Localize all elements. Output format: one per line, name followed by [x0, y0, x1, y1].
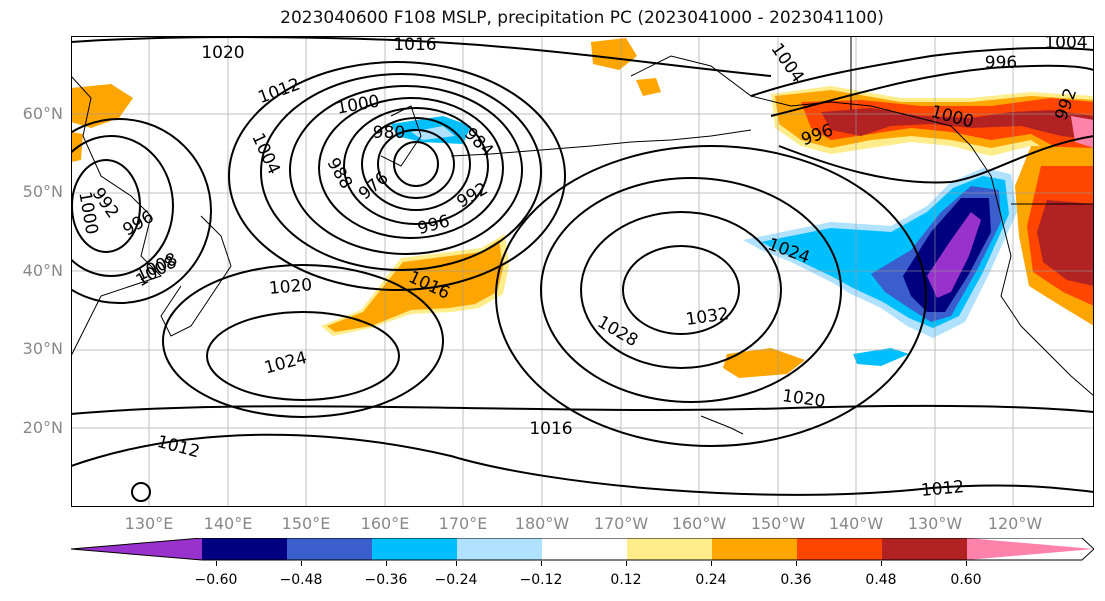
- lat-label: 30°N: [22, 339, 63, 358]
- contour-label: 988: [323, 154, 357, 192]
- contour-label: 1024: [262, 348, 309, 379]
- asia-coast: [71, 75, 162, 357]
- colorbar-segment: [967, 538, 1094, 560]
- colorbar-tick: [881, 561, 882, 566]
- colorbar-tick: [301, 561, 302, 566]
- colorbar-tick: [456, 561, 457, 566]
- precip-patch: [1037, 200, 1094, 286]
- colorbar-tick: [626, 561, 627, 566]
- colorbar-tick: [541, 561, 542, 566]
- colorbar-label: −0.48: [279, 572, 323, 588]
- precip-fills: [71, 38, 1094, 378]
- colorbar-label: 0.12: [610, 572, 642, 588]
- precip-patch: [636, 78, 661, 96]
- map-title: 2023040600 F108 MSLP, precipitation PC (…: [280, 8, 884, 28]
- map-canvas: 1020 1016 1004 1004 996 992 1012 1000 98…: [71, 36, 1094, 507]
- lon-label: 160°E: [360, 514, 410, 533]
- contour-label: 1020: [201, 43, 244, 63]
- contour-label: 1012: [920, 477, 965, 501]
- lon-label: 140°E: [203, 514, 253, 533]
- aleutian-chain: [450, 129, 752, 157]
- mslp-contours: [71, 36, 1094, 502]
- contour-label: 1004: [247, 130, 283, 178]
- colorbar-label: −0.12: [519, 572, 563, 588]
- colorbar-segment: [797, 538, 882, 560]
- colorbar-tick: [216, 561, 217, 566]
- contour-label: 996: [119, 207, 157, 241]
- colorbar-segment: [71, 538, 202, 560]
- lon-label: 150°W: [750, 514, 806, 533]
- colorbar-tick: [796, 561, 797, 566]
- contour-label: 976: [355, 168, 393, 204]
- colorbar-segment: [627, 538, 712, 560]
- colorbar-label: −0.60: [194, 572, 238, 588]
- contour-label: 996: [985, 53, 1017, 73]
- lon-label: 130°E: [124, 514, 174, 533]
- lon-label: 180°W: [514, 514, 570, 533]
- map-panel: 1020 1016 1004 1004 996 992 1012 1000 98…: [71, 36, 1094, 507]
- colorbar-label: 0.36: [780, 572, 812, 588]
- contour-label: 980: [373, 123, 405, 143]
- colorbar-segment: [202, 538, 287, 560]
- colorbar-outline: [71, 538, 1094, 561]
- contour-label: 1020: [268, 275, 313, 299]
- lon-label: 160°W: [671, 514, 727, 533]
- lon-label: 140°W: [828, 514, 884, 533]
- contour-label: 996: [415, 211, 452, 239]
- contour-label: 1012: [155, 432, 202, 463]
- lon-label: 120°W: [987, 514, 1043, 533]
- colorbar-label: 0.24: [695, 572, 727, 588]
- colorbar-label: 0.48: [865, 572, 897, 588]
- colorbar: [71, 538, 1094, 561]
- colorbar-tick: [711, 561, 712, 566]
- precip-patch: [853, 348, 909, 366]
- colorbar-tick: [966, 561, 967, 566]
- lon-label: 170°W: [593, 514, 649, 533]
- colorbar-segment: [457, 538, 542, 560]
- colorbar-tick: [386, 561, 387, 566]
- colorbar-segment: [542, 538, 627, 560]
- colorbar-segment: [372, 538, 457, 560]
- contour-label: 1028: [594, 312, 641, 351]
- precip-patch: [327, 240, 503, 332]
- lat-label: 20°N: [22, 418, 63, 437]
- colorbar-label: −0.36: [364, 572, 408, 588]
- colorbar-label: 0.60: [950, 572, 982, 588]
- contour-label: 1004: [766, 40, 807, 87]
- contour-label: 1016: [529, 419, 572, 439]
- precip-patch: [821, 108, 1094, 140]
- colorbar-segments: [71, 538, 1094, 561]
- lat-label: 40°N: [22, 261, 63, 280]
- na-coast: [970, 145, 1094, 397]
- lon-label: 130°W: [907, 514, 963, 533]
- colorbar-label: −0.24: [434, 572, 478, 588]
- colorbar-segment: [882, 538, 967, 560]
- lat-label: 50°N: [22, 182, 63, 201]
- colorbar-segment: [712, 538, 797, 560]
- lat-label: 60°N: [22, 104, 63, 123]
- contour-label: 1000: [335, 91, 381, 118]
- japan-coast: [160, 215, 232, 337]
- lon-label: 150°E: [281, 514, 331, 533]
- alaska-coast: [630, 55, 972, 147]
- contour-label: 1012: [256, 75, 303, 109]
- contour-label: 1016: [393, 36, 436, 55]
- precip-patch: [591, 38, 637, 70]
- contour-label: 1032: [684, 304, 730, 330]
- colorbar-segment: [287, 538, 372, 560]
- lon-label: 170°E: [438, 514, 488, 533]
- contour-label: 1004: [1044, 36, 1087, 53]
- precip-patch: [723, 348, 805, 378]
- hawaii-islands: [700, 415, 744, 435]
- precip-patch: [927, 212, 981, 298]
